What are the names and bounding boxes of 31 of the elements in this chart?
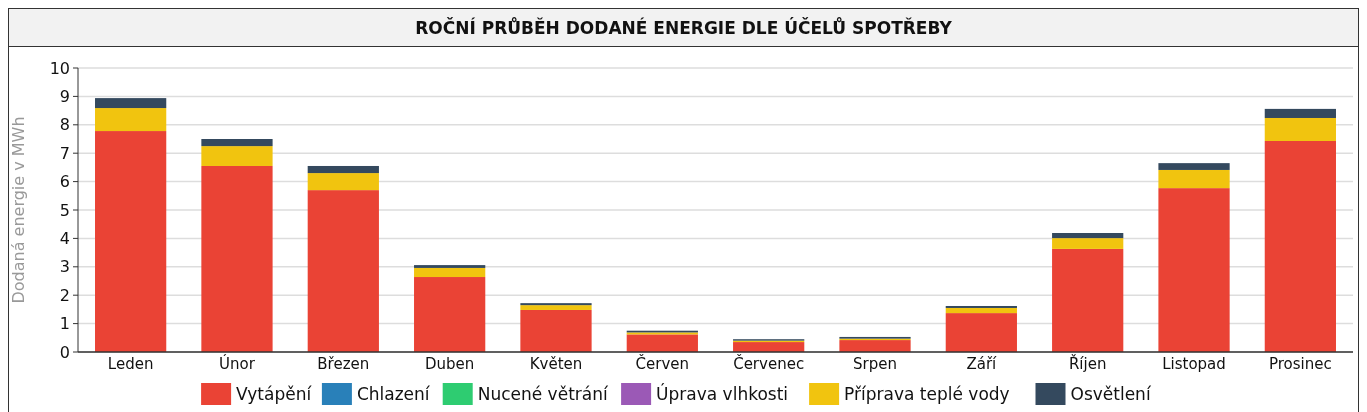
y-tick-label: 8	[59, 115, 70, 135]
y-tick-label: 6	[59, 172, 70, 192]
x-tick-label: Srpen	[853, 355, 897, 373]
x-tick-label: Září	[966, 355, 998, 373]
x-tick-label: Listopad	[1162, 355, 1226, 373]
y-tick-label: 2	[59, 285, 70, 305]
y-tick-label: 1	[59, 314, 70, 334]
x-tick-label: Červenec	[733, 354, 805, 373]
legend-label: Příprava teplé vody	[844, 383, 1010, 404]
x-tick-label: Prosinec	[1268, 355, 1332, 373]
x-tick-label: Únor	[219, 354, 256, 373]
x-tick-label: Leden	[107, 355, 154, 373]
x-tick-label: Květen	[529, 355, 583, 373]
legend-label: Nucené větrání	[477, 383, 609, 404]
y-tick-label: 9	[59, 87, 70, 106]
legend-label: Vytápění	[236, 383, 313, 404]
y-tick-label: 4	[59, 229, 70, 248]
legend-label: Úprava vlhkosti	[656, 382, 789, 404]
y-tick-label: 5	[59, 200, 70, 220]
y-tick-label: 7	[59, 143, 70, 163]
x-tick-label: Březen	[317, 355, 370, 373]
y-tick-label: 10	[49, 58, 70, 78]
y-tick-label: 3	[59, 257, 70, 277]
legend-label: Osvětlení	[1070, 383, 1152, 404]
x-tick-label: Říjen	[1068, 354, 1107, 373]
chart-title: ROČNÍ PRŮBĚH DODANÉ ENERGIE DLE ÚČELŮ SPOTŘEBY	[415, 16, 953, 38]
legend-label: Chlazení	[356, 383, 431, 404]
y-tick-label: 0	[59, 342, 70, 362]
y-axis-title: Dodaná energie v MWh	[9, 116, 28, 304]
x-tick-label: Červen	[635, 354, 690, 373]
x-tick-label: Duben	[424, 355, 475, 373]
